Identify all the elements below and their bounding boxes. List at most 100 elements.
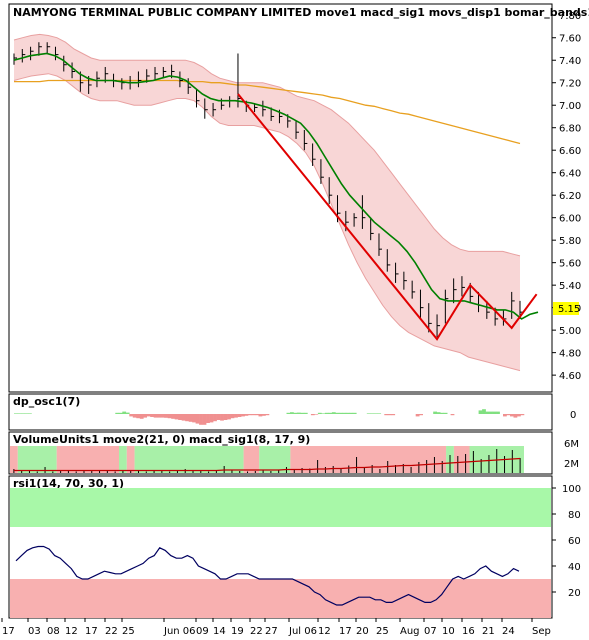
price-tick-label: 5.40 — [559, 281, 581, 292]
oscillator-series-layer — [14, 409, 525, 425]
price-panel: NAMYONG TERMINAL PUBLIC COMPANY LIMITED … — [8, 3, 589, 393]
price-bar — [30, 46, 34, 61]
price-bar — [212, 102, 217, 117]
oscillator-bar — [324, 412, 329, 414]
time-tick-label: 17 — [2, 626, 15, 637]
oscillator-bar — [335, 412, 340, 414]
time-axis-labels: 17 03 08 12 17 22 25 Jun 06 09 14 19 22 27 Jul 06 12 17… — [1, 618, 551, 637]
oscillator-bar — [248, 414, 252, 416]
price-bar — [353, 213, 358, 227]
oscillator-bar — [366, 413, 371, 414]
time-tick-label: 09 — [196, 626, 209, 637]
time-tick-label: 16 — [462, 626, 475, 637]
oscillator-bar — [160, 414, 165, 418]
rsi-overbought-zone — [10, 488, 551, 527]
oscillator-bar — [146, 414, 151, 417]
price-bar — [395, 262, 399, 283]
volume-panel-title: VolumeUnits1 move2(21, 0) macd_sig1(8, 1… — [13, 433, 310, 446]
oscillator-bar — [265, 414, 270, 416]
time-tick-label: Sep — [532, 626, 551, 637]
macd-signal-region — [259, 446, 291, 473]
volume-panel: VolumeUnits1 move2(21, 0) macd_sig1(8, 1… — [8, 431, 579, 475]
oscillator-bar — [199, 414, 203, 425]
price-bar — [63, 55, 67, 72]
oscillator-bar — [436, 412, 441, 414]
price-tick-label: 4.80 — [559, 349, 581, 360]
rsi-tick-label: 60 — [568, 536, 581, 547]
oscillator-bar — [419, 414, 423, 416]
oscillator-bar — [520, 414, 525, 416]
oscillator-bar — [192, 414, 196, 423]
bollinger-upper-line — [13, 33, 521, 257]
macd-signal-region — [453, 446, 470, 473]
price-bar — [403, 271, 407, 290]
price-series-layer — [13, 33, 539, 372]
price-tick-label: 5.00 — [559, 326, 581, 337]
time-tick-label: 12 — [318, 626, 331, 637]
oscillator-bar — [220, 414, 224, 421]
oscillator-bar — [496, 411, 500, 414]
oscillator-bar — [485, 411, 490, 414]
price-bar — [21, 48, 26, 63]
time-tick-label: 12 — [65, 626, 78, 637]
oscillator-bar — [342, 412, 347, 414]
last-price-box — [553, 302, 579, 315]
oscillator-bar — [230, 414, 235, 419]
oscillator-bar — [28, 413, 32, 414]
oscillator-bar — [440, 412, 444, 414]
rsi-panel: rsi1(14, 70, 30, 1) 20 40 60 80 100 — [8, 475, 581, 619]
oscillator-bar — [296, 412, 301, 414]
price-bar — [461, 276, 465, 297]
oscillator-bar — [122, 411, 127, 414]
oscillator-bar — [132, 414, 137, 418]
macd-signal-region — [126, 446, 135, 473]
oscillator-bar — [188, 414, 193, 422]
time-tick-label: 19 — [231, 626, 244, 637]
price-bar — [204, 98, 208, 119]
price-bar — [486, 300, 490, 319]
oscillator-bar — [338, 412, 343, 414]
oscillator-bar — [370, 413, 375, 414]
time-tick-label: Aug — [400, 626, 420, 637]
oscillator-bar — [328, 412, 333, 414]
time-tick-label: 08 — [47, 626, 60, 637]
price-tick-label: 7.40 — [559, 56, 581, 67]
rsi-tick-label: 100 — [562, 484, 581, 495]
oscillator-bar — [450, 414, 455, 416]
price-bar — [54, 46, 59, 61]
oscillator-bar — [290, 412, 294, 414]
price-bar — [262, 100, 266, 117]
oscillator-bar — [178, 414, 182, 420]
time-tick-label: 27 — [265, 626, 278, 637]
price-tick-label: 6.40 — [559, 169, 581, 180]
oscillator-plot-area — [8, 393, 553, 431]
oscillator-bar — [251, 414, 256, 416]
time-tick-label: 21 — [482, 626, 495, 637]
price-bar — [411, 280, 416, 299]
volume-y-axis: 2M 6M — [564, 439, 579, 470]
rsi-tick-label: 80 — [568, 510, 581, 521]
oscillator-bar — [349, 412, 354, 414]
rsi-oversold-zone — [10, 579, 551, 618]
price-tick-label: 6.00 — [559, 214, 581, 225]
price-bar — [453, 278, 457, 304]
rsi-panel-title: rsi1(14, 70, 30, 1) — [13, 477, 124, 490]
oscillator-bar — [387, 414, 392, 416]
oscillator-bar — [125, 412, 130, 414]
oscillator-bar — [433, 411, 437, 414]
time-tick-label: Jul 06 — [288, 626, 317, 637]
macd-signal-region — [17, 446, 57, 473]
oscillator-bar — [503, 414, 507, 417]
oscillator-bar — [391, 414, 396, 416]
oscillator-bar — [17, 413, 22, 414]
time-tick-label: 24 — [502, 626, 515, 637]
oscillator-bar — [167, 414, 172, 419]
oscillator-bar — [310, 414, 315, 416]
last-price-label: 5.15 — [558, 304, 580, 315]
oscillator-bar — [513, 414, 518, 418]
oscillator-bar — [181, 414, 186, 421]
oscillator-bar — [234, 414, 238, 418]
volume-tick-label: 6M — [564, 439, 579, 450]
price-bar — [187, 78, 192, 94]
oscillator-bar — [118, 412, 123, 414]
